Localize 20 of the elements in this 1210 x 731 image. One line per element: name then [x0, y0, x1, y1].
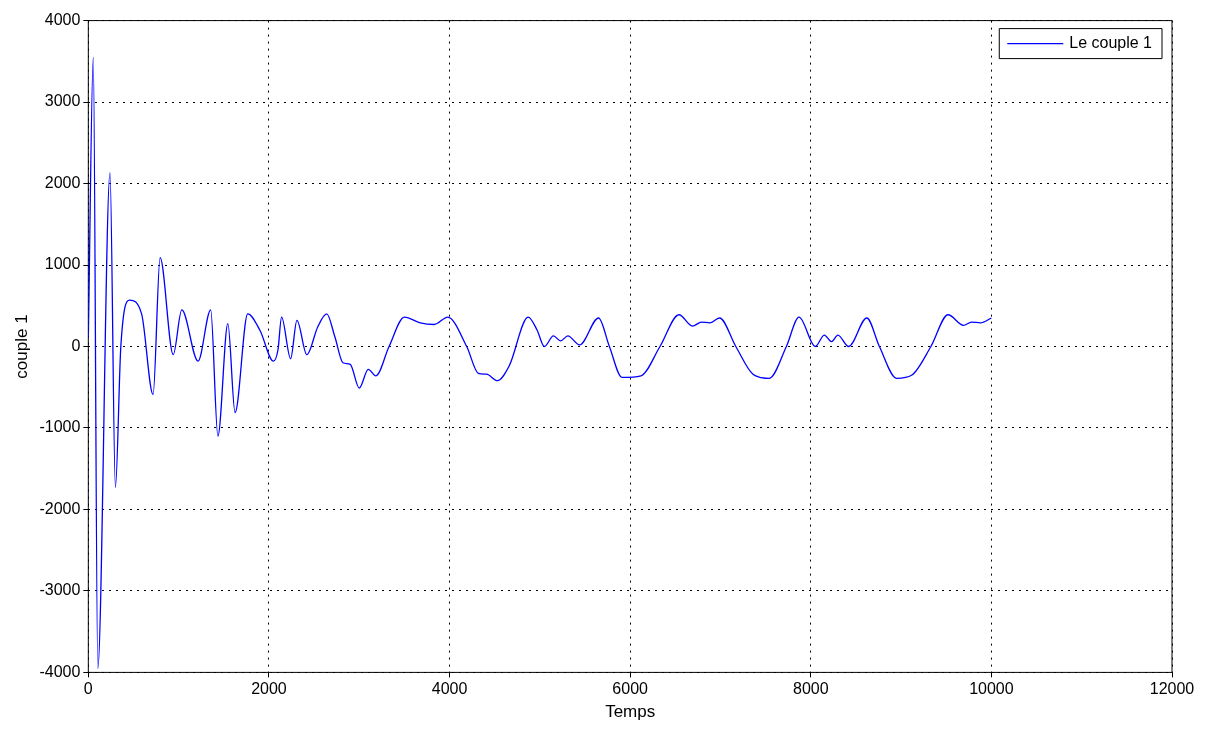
x-tick-label: 2000 — [251, 680, 287, 698]
x-tick-label: 12000 — [1149, 680, 1195, 698]
y-tick-label: 4000 — [44, 11, 81, 29]
y-tick-label: 0 — [71, 336, 81, 354]
y-tick-label: -2000 — [39, 499, 81, 517]
x-tick-label: 6000 — [612, 680, 649, 698]
y-tick-label: -3000 — [39, 581, 81, 599]
y-tick-label: -4000 — [39, 662, 81, 680]
x-tick-label: 0 — [83, 680, 93, 698]
line-series — [88, 56, 993, 669]
x-tick-label: 8000 — [792, 680, 829, 698]
x-tick-label: 4000 — [431, 680, 468, 698]
y-tick-label: 2000 — [44, 173, 81, 191]
y-tick-label: -1000 — [39, 418, 81, 436]
y-axis-title: couple 1 — [11, 314, 31, 379]
y-tick-label: 1000 — [44, 255, 81, 273]
legend-label: Le couple 1 — [1069, 34, 1153, 52]
x-axis-title: Temps — [605, 702, 656, 722]
x-tick-label: 10000 — [969, 680, 1014, 698]
y-tick-label: 3000 — [44, 92, 81, 110]
